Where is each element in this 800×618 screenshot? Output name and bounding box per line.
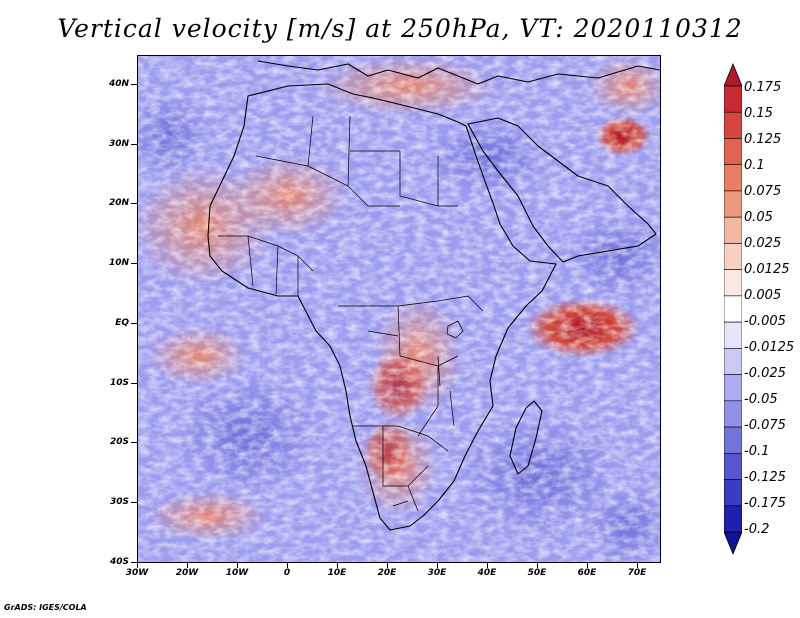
- border-lines-west: [218, 235, 314, 296]
- border-lines-south: [353, 425, 449, 512]
- colorbar-bands: [724, 85, 742, 533]
- colorbar-band: [724, 269, 742, 297]
- colorbar-label: 0.025: [744, 236, 782, 251]
- lon-label: 30W: [125, 568, 149, 578]
- colorbar-band: [724, 85, 742, 113]
- colorbar: [724, 62, 742, 556]
- coastlines: [207, 60, 660, 531]
- colorbar-label: 0.005: [744, 288, 782, 303]
- colorbar-top-triangle: [724, 62, 742, 87]
- lon-label: 70E: [627, 568, 647, 578]
- colorbar-band: [724, 321, 742, 349]
- colorbar-label: 0.0125: [744, 262, 790, 277]
- lon-label: 40E: [477, 568, 497, 578]
- colorbar-label: -0.025: [744, 366, 786, 381]
- lat-tick: [131, 502, 137, 503]
- colorbar-band: [724, 164, 742, 192]
- colorbar-band: [724, 190, 742, 218]
- lon-tick: [337, 563, 338, 568]
- colorbar-label: 0.05: [744, 210, 773, 225]
- lon-tick: [587, 563, 588, 568]
- lon-label: 20W: [175, 568, 199, 578]
- border-lines-central: [338, 295, 484, 437]
- border-lines-north: [255, 115, 458, 207]
- lon-tick: [137, 563, 138, 568]
- colorbar-band: [724, 243, 742, 270]
- colorbar-band: [724, 138, 742, 166]
- country-borders: [218, 115, 484, 512]
- figure-title: Vertical velocity [m/s] at 250hPa, VT: 2…: [57, 14, 743, 43]
- europe-coastline: [257, 60, 660, 85]
- lat-label: 20N: [108, 198, 129, 208]
- colorbar-label: 0.075: [744, 184, 782, 199]
- lat-label: 40S: [109, 557, 129, 567]
- colorbar-label: -0.0125: [744, 340, 795, 355]
- lat-tick: [131, 383, 137, 384]
- colorbar-label: 0.125: [744, 132, 782, 147]
- colorbar-label: -0.1: [744, 444, 770, 459]
- lon-label: 20E: [377, 568, 397, 578]
- madagascar-coastline: [509, 400, 543, 475]
- colorbar-label: -0.05: [744, 392, 778, 407]
- colorbar-band: [724, 216, 742, 244]
- africa-coastline: [207, 83, 557, 531]
- lat-tick: [131, 84, 137, 85]
- colorbar-band: [724, 111, 742, 139]
- lon-tick: [237, 563, 238, 568]
- colorbar-label: -0.005: [744, 314, 786, 329]
- velocity-field-map: [138, 56, 660, 562]
- lat-label: 40N: [108, 79, 129, 89]
- lat-label: 20S: [109, 437, 129, 447]
- colorbar-band: [724, 295, 742, 323]
- colorbar-label: -0.075: [744, 418, 786, 433]
- colorbar-label: 0.1: [744, 158, 765, 173]
- lat-label: 10S: [109, 378, 129, 388]
- colorbar-band: [724, 374, 742, 402]
- lon-tick: [287, 563, 288, 568]
- lon-label: 60E: [577, 568, 597, 578]
- colorbar-band: [724, 400, 742, 428]
- lon-label: 0: [283, 568, 291, 578]
- colorbar-band: [724, 479, 742, 507]
- map-panel: [137, 55, 661, 563]
- lat-tick: [131, 442, 137, 443]
- lon-label: 30E: [427, 568, 447, 578]
- colorbar-label: 0.175: [744, 80, 782, 95]
- lat-tick: [131, 562, 137, 563]
- lon-label: 10W: [225, 568, 249, 578]
- colorbar-label: -0.175: [744, 496, 786, 511]
- noise-texture: [138, 56, 660, 562]
- lon-label: 50E: [527, 568, 547, 578]
- lon-tick: [387, 563, 388, 568]
- lake-victoria: [446, 320, 464, 339]
- rift-lakes: [437, 355, 455, 427]
- lat-label: EQ: [115, 318, 129, 328]
- lon-tick: [637, 563, 638, 568]
- lat-label: 30N: [108, 139, 129, 149]
- lat-label: 10N: [108, 258, 129, 268]
- colorbar-label: 0.15: [744, 106, 773, 121]
- lon-tick: [537, 563, 538, 568]
- arabia-coastline: [467, 117, 657, 263]
- colorbar-band: [724, 505, 742, 533]
- lon-label: 10E: [327, 568, 347, 578]
- lon-tick: [487, 563, 488, 568]
- colorbar-band: [724, 348, 742, 375]
- colorbar-band: [724, 452, 742, 480]
- lon-tick: [187, 563, 188, 568]
- lat-tick: [131, 323, 137, 324]
- lat-label: 30S: [109, 497, 129, 507]
- footer-credit: GrADS: IGES/COLA: [4, 603, 87, 612]
- colorbar-bottom-triangle: [724, 531, 742, 556]
- lon-tick: [437, 563, 438, 568]
- lat-tick: [131, 144, 137, 145]
- lat-tick: [131, 203, 137, 204]
- lat-tick: [131, 263, 137, 264]
- colorbar-label: -0.125: [744, 470, 786, 485]
- colorbar-label: -0.2: [744, 522, 770, 537]
- colorbar-band: [724, 426, 742, 454]
